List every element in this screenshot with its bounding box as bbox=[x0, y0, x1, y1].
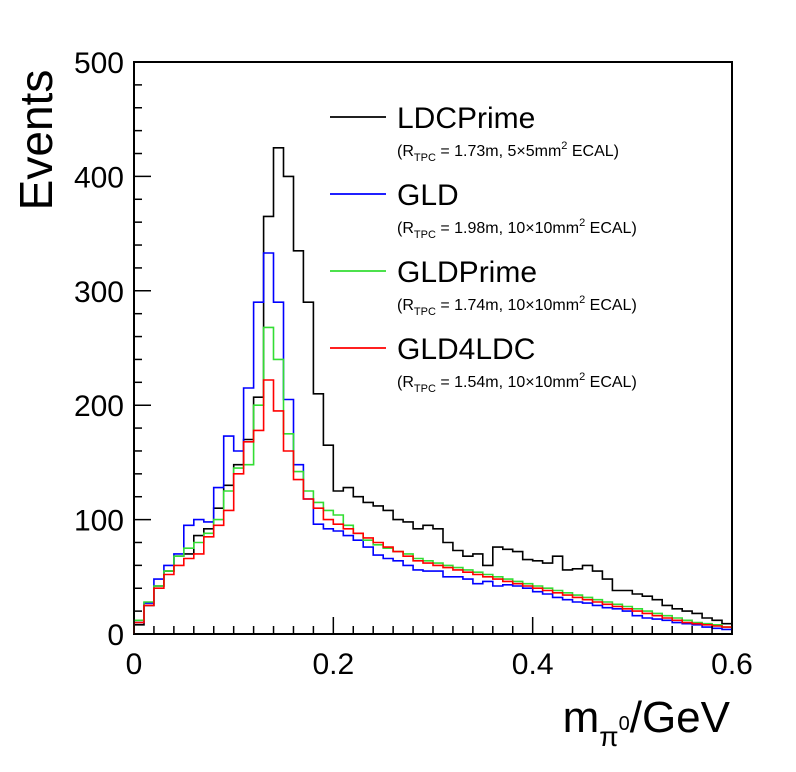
y-tick-label: 500 bbox=[74, 47, 124, 80]
axis-ticks: 0 0.2 0.4 0.6 0 100 200 300 400 500 bbox=[74, 47, 753, 681]
x-tick-label: 0.6 bbox=[711, 648, 753, 681]
series-ldcprime-line bbox=[133, 147, 732, 634]
x-tick-label: 0.2 bbox=[312, 648, 354, 681]
y-tick-label: 200 bbox=[74, 390, 124, 423]
y-tick-label: 100 bbox=[74, 505, 124, 538]
series-layer bbox=[133, 147, 732, 634]
y-tick-label: 0 bbox=[107, 619, 124, 652]
y-axis-label: Events bbox=[10, 70, 62, 211]
legend-note-gld: (RTPC = 1.98m, 10×10mm2 ECAL) bbox=[397, 217, 637, 241]
y-tick-label: 300 bbox=[74, 276, 124, 309]
legend-note-gld4ldc: (RTPC = 1.54m, 10×10mm2 ECAL) bbox=[397, 371, 637, 395]
legend-note-gldprime: (RTPC = 1.74m, 10×10mm2 ECAL) bbox=[397, 294, 637, 318]
legend: LDCPrime (RTPC = 1.73m, 5×5mm2 ECAL) GLD (R… bbox=[330, 102, 637, 395]
series-gld4ldc-line bbox=[133, 379, 732, 634]
x-axis-label: mπ0/GeV bbox=[563, 693, 731, 752]
legend-entry-ldcprime: LDCPrime bbox=[397, 102, 535, 135]
x-tick-label: 0 bbox=[126, 648, 143, 681]
y-tick-label: 400 bbox=[74, 161, 124, 194]
series-gld-line bbox=[133, 252, 732, 634]
x-tick-label: 0.4 bbox=[512, 648, 554, 681]
legend-entry-gldprime: GLDPrime bbox=[397, 256, 537, 289]
legend-entry-gld4ldc: GLD4LDC bbox=[397, 333, 535, 366]
plot-area: 0 0.2 0.4 0.6 0 100 200 300 400 500 bbox=[74, 47, 753, 681]
legend-note-ldcprime: (RTPC = 1.73m, 5×5mm2 ECAL) bbox=[397, 140, 619, 164]
legend-entry-gld: GLD bbox=[397, 179, 459, 212]
